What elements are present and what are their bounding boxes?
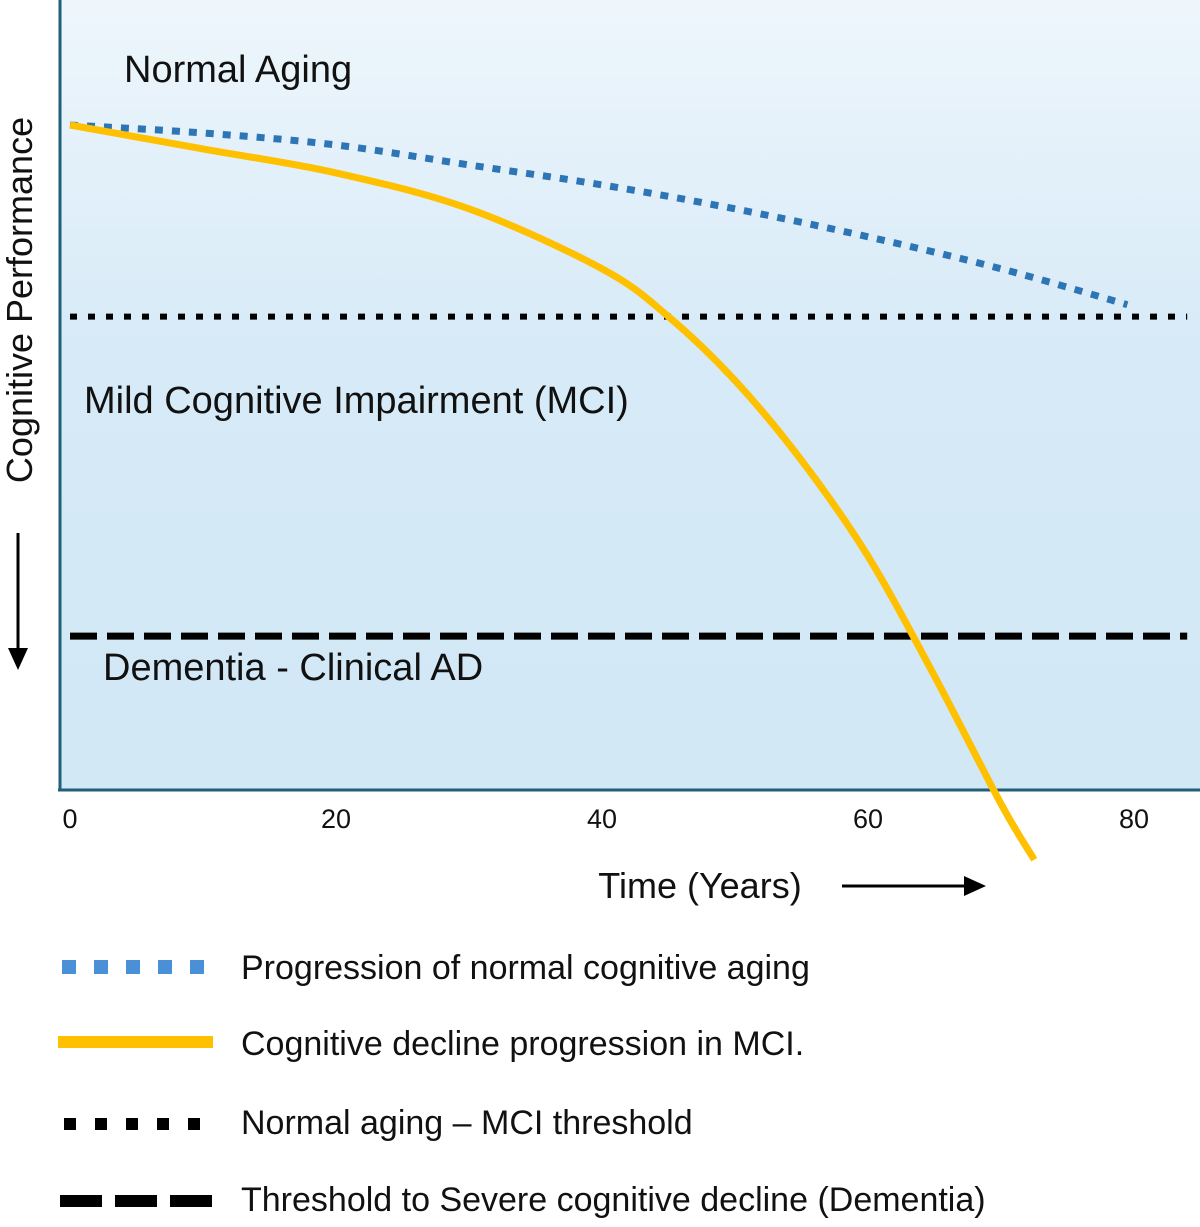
chart: Normal Aging Mild Cognitive Impairment (… — [0, 0, 1200, 906]
x-tick-label: 0 — [62, 804, 77, 834]
legend-item-dementia-threshold: Threshold to Severe cognitive decline (D… — [58, 1177, 1178, 1227]
legend-label: Normal aging – MCI threshold — [241, 1104, 693, 1142]
legend-swatch-solid-yellow — [58, 1036, 213, 1048]
legend-label: Progression of normal cognitive aging — [241, 949, 810, 987]
legend-label: Threshold to Severe cognitive decline (D… — [241, 1181, 986, 1219]
x-tick-label: 60 — [853, 804, 883, 834]
x-axis-title: Time (Years) — [598, 865, 801, 906]
legend-item-mci-threshold: Normal aging – MCI threshold — [58, 1100, 1178, 1150]
series-normal-aging-line — [69, 121, 1129, 309]
y-axis-arrowhead-icon — [8, 648, 28, 670]
y-axis-title: Cognitive Performance — [0, 117, 40, 483]
zone-label-normal: Normal Aging — [124, 49, 352, 91]
legend-label: Cognitive decline progression in MCI. — [241, 1025, 805, 1063]
plot-area — [60, 0, 1200, 790]
x-axis-arrowhead-icon — [964, 876, 986, 896]
legend-item-mci-decline: Cognitive decline progression in MCI. — [58, 1021, 1178, 1071]
zone-label-dementia: Dementia - Clinical AD — [103, 647, 483, 689]
legend-swatch-dotted-blue — [62, 960, 208, 974]
series-mci-decline-line — [69, 121, 1038, 862]
legend-swatch-dotted-black — [64, 1118, 208, 1130]
x-tick-label: 20 — [321, 804, 351, 834]
x-tick-label: 40 — [587, 804, 617, 834]
x-tick-label: 80 — [1119, 804, 1149, 834]
zone-label-mci: Mild Cognitive Impairment (MCI) — [84, 380, 629, 422]
legend-swatch-dashed-black — [60, 1195, 213, 1207]
legend-item-normal-aging: Progression of normal cognitive aging — [58, 945, 1178, 995]
